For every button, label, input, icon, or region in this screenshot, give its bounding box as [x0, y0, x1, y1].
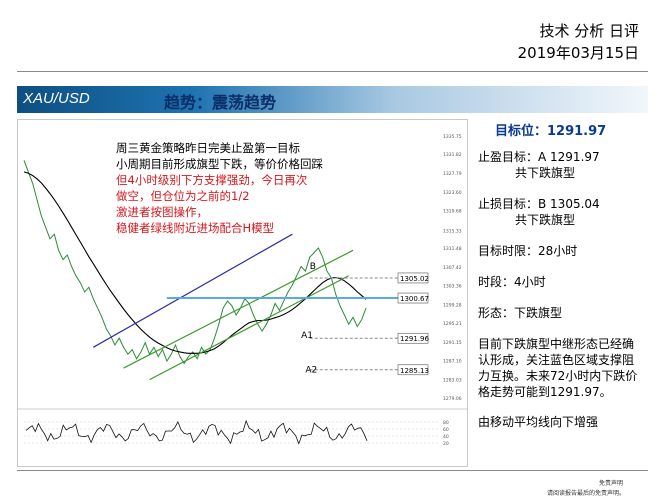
analysis-paragraph: 目前下跌旗型中继形态已经确 认形成，关注蓝色区域支撑阻 力互换。未来72小时内下…: [478, 336, 660, 400]
price-level-label: 1305.02: [400, 275, 429, 283]
chart-annotation: A2: [305, 366, 317, 376]
price-level-box: [397, 292, 429, 304]
oscillator-tick-label: 80: [443, 420, 449, 426]
upper-channel-line: [92, 233, 293, 348]
note-line-highlight: 激进者按图操作，: [116, 205, 208, 219]
strategy-note: 周三黄金策略昨日完美止盈第一目标 小周期目前形成旗型下跌，等价价格回踩 但4小时…: [116, 140, 323, 236]
y-tick-label: 1291.15: [443, 340, 462, 346]
analysis-line: 力互换。未来72小时内下跌价: [478, 369, 638, 383]
y-tick-label: 1279.06: [443, 396, 462, 402]
stop-loss-target: 止损目标：B 1305.04: [478, 197, 600, 211]
price-level-box: [397, 272, 429, 284]
y-tick-label: 1335.75: [443, 134, 462, 140]
price-level-label: 1300.67: [400, 295, 429, 303]
y-tick-label: 1323.60: [443, 190, 462, 196]
time-limit: 目标时限：28小时: [478, 244, 578, 258]
disclaimer-title: 免责声明: [598, 480, 623, 487]
price-chart-panel: 1335.75 1331.82 1327.79 1323.60 1319.68 1315.…: [17, 119, 468, 467]
y-tick-label: 1287.10: [443, 359, 462, 365]
price-level-box: [397, 332, 429, 344]
analysis-line: 格走势可能到1291.97。: [478, 385, 612, 399]
y-tick-label: 1315.33: [443, 228, 462, 234]
oscillator-tick-label: 40: [443, 434, 449, 440]
analysis-line: 认形成，关注蓝色区域支撑阻: [478, 353, 635, 367]
pattern: 形态：下跌旗型: [478, 306, 563, 320]
support-trendline: [123, 249, 354, 369]
timeframe: 时段：4小时: [478, 275, 546, 289]
lower-support-trendline: [149, 275, 349, 381]
y-tick-label: 1311.48: [443, 246, 462, 252]
header-divider: [17, 71, 648, 72]
chart-annotation: B: [310, 262, 316, 272]
analysis-line: 目前下跌旗型中继形态已经确: [478, 337, 635, 351]
price-level-box: [397, 364, 429, 376]
oscillator-tick-label: 20: [443, 441, 449, 447]
take-profit-pattern: 共下跌旗型: [515, 166, 576, 180]
target-level: 目标位：1291.97: [495, 124, 607, 139]
report-date: 2019年03月15日: [517, 44, 639, 62]
chart-annotation: A1: [301, 331, 313, 341]
price-level-label: 1291.96: [400, 335, 429, 343]
note-line: 小周期目前形成旗型下跌，等价价格回踩: [116, 157, 323, 171]
take-profit-target: 止盈目标：A 1291.97: [478, 150, 600, 164]
moving-average-note: 由移动平均线向下增强: [478, 415, 599, 429]
y-tick-label: 1299.28: [443, 302, 462, 308]
report-type-heading: 技术 分析 日评: [539, 22, 639, 40]
footer-divider: [17, 470, 648, 471]
y-tick-label: 1303.36: [443, 284, 462, 290]
trend-label: 趋势：震荡趋势: [164, 93, 277, 112]
y-tick-label: 1307.42: [443, 265, 462, 271]
y-tick-label: 1319.68: [443, 208, 462, 214]
y-tick-label: 1331.82: [443, 152, 462, 158]
moving-average-line: [23, 171, 367, 354]
note-line-highlight: 但4小时级别下方支撑强劲，今日再次: [116, 173, 308, 187]
y-tick-label: 1327.79: [443, 171, 462, 177]
disclaimer-text: 请阅读报告最后的免责声明。: [546, 490, 625, 497]
note-line: 周三黄金策略昨日完美止盈第一目标: [116, 141, 300, 155]
stop-loss-pattern: 共下跌旗型: [515, 213, 576, 227]
instrument-title-bar: XAU/USD 趋势：震荡趋势: [17, 86, 648, 113]
note-line-highlight: 稳健者绿线附近进场配合H模型: [116, 221, 275, 235]
y-tick-label: 1283.03: [443, 377, 462, 383]
note-line-highlight: 做空，但仓位为之前的1/2: [116, 189, 250, 203]
oscillator-tick-label: 60: [443, 427, 449, 433]
price-level-label: 1285.13: [400, 367, 429, 375]
instrument-symbol: XAU/USD: [23, 90, 90, 107]
price-chart: 1335.75 1331.82 1327.79 1323.60 1319.68 1315.…: [18, 134, 467, 447]
y-tick-label: 1295.21: [443, 321, 462, 327]
oscillator-line: [25, 419, 368, 445]
